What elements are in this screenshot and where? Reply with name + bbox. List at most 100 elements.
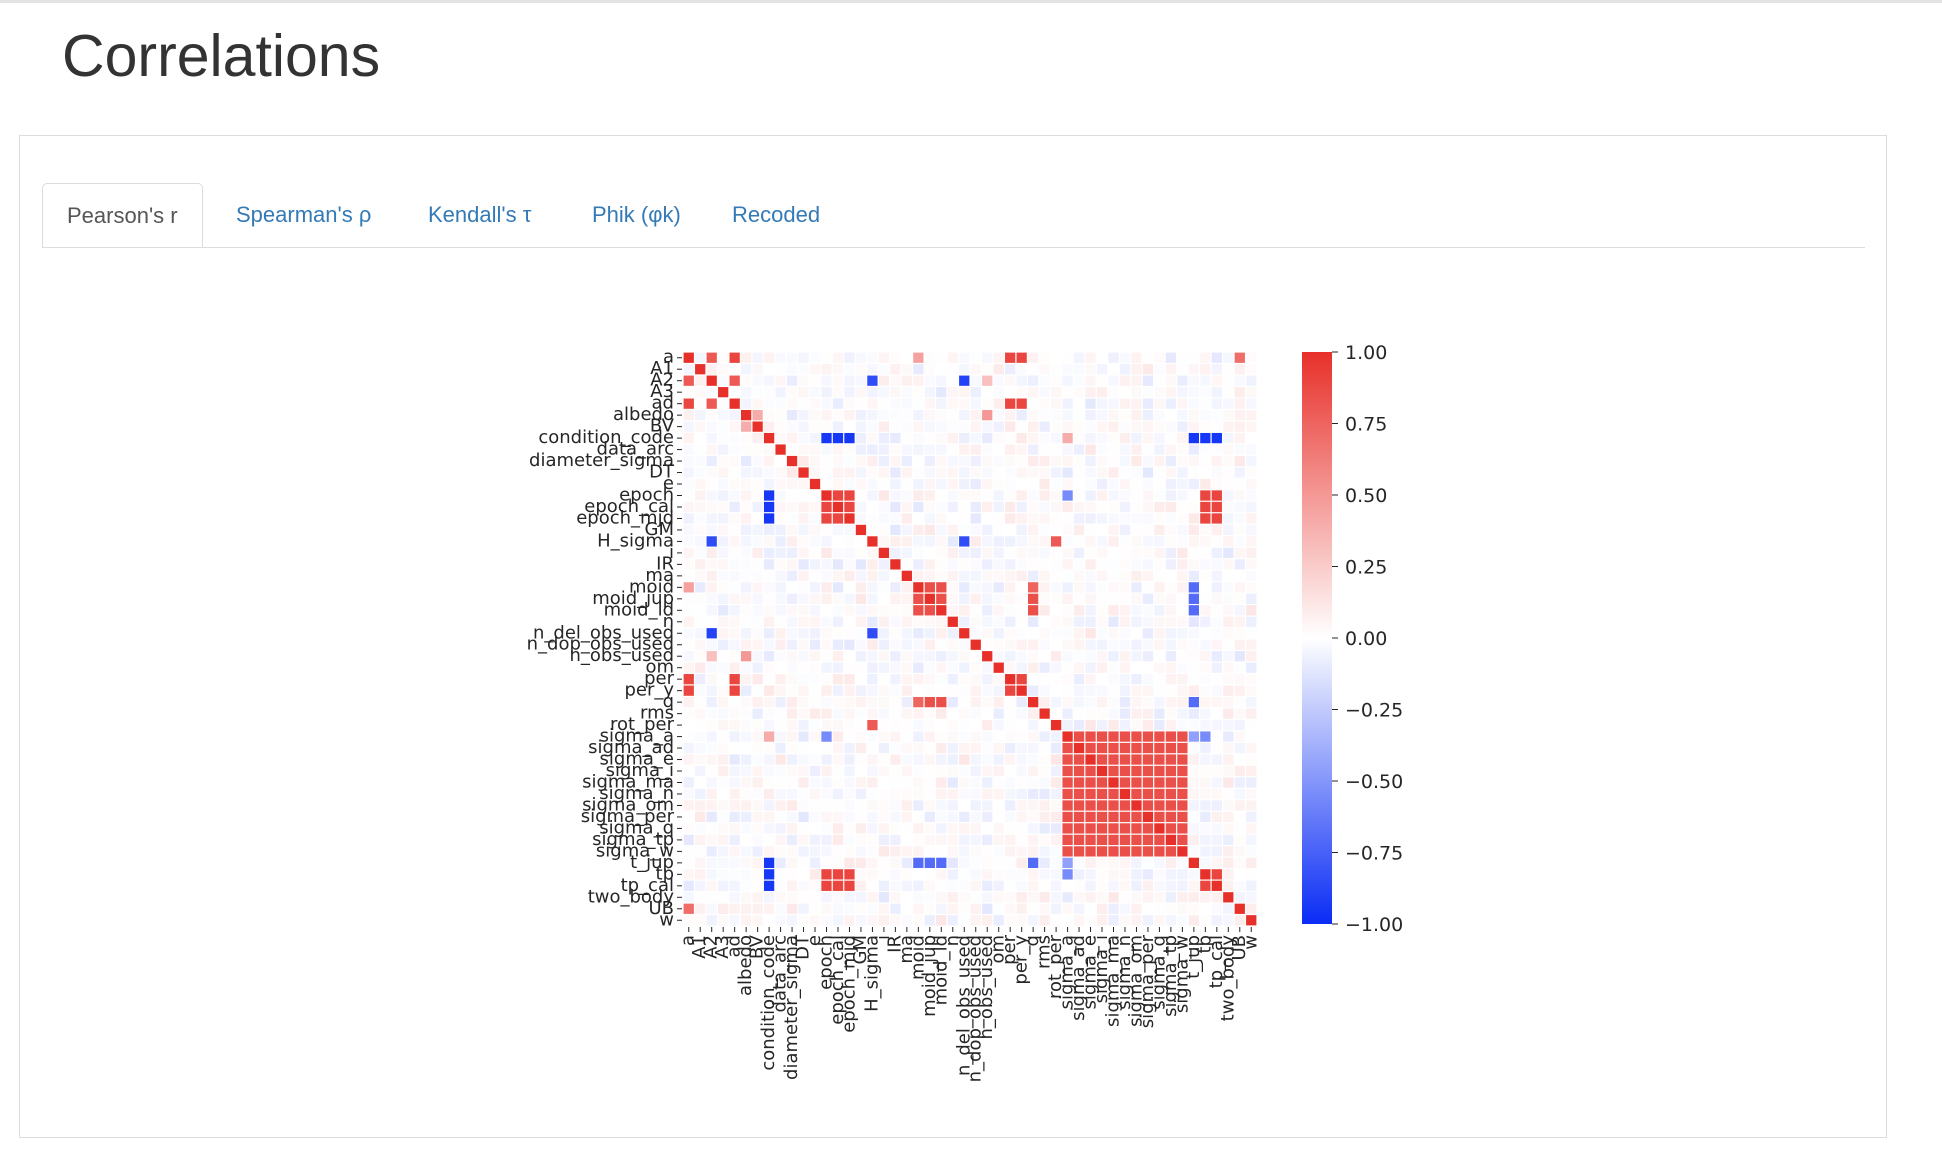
heatmap-cell <box>1154 501 1165 513</box>
heatmap-cell <box>901 616 912 627</box>
heatmap-cell <box>913 915 924 926</box>
heatmap-cell <box>832 490 844 501</box>
heatmap-cell <box>1119 674 1131 685</box>
heatmap-cell <box>775 513 786 524</box>
heatmap-cell <box>832 857 844 868</box>
heatmap-cell <box>729 719 740 731</box>
heatmap-cell <box>959 892 970 903</box>
heatmap-cell <box>1234 387 1245 398</box>
heatmap-cell <box>1142 559 1154 570</box>
x-tick-label: moid <box>907 935 928 980</box>
x-tick-label: data_arc <box>770 935 791 1012</box>
heatmap-cell <box>1200 421 1211 432</box>
heatmap-cell <box>1200 639 1211 650</box>
heatmap-cell <box>1108 375 1119 386</box>
heatmap-cell <box>1246 432 1257 444</box>
heatmap-cell <box>970 467 981 478</box>
heatmap-cell <box>1119 685 1131 696</box>
heatmap-cell <box>936 536 947 547</box>
heatmap-cell <box>855 880 867 891</box>
heatmap-cell <box>763 754 775 765</box>
heatmap-cell <box>844 628 855 639</box>
heatmap-cell <box>1246 915 1257 926</box>
heatmap-cell <box>798 490 809 501</box>
heatmap-cell <box>706 662 717 673</box>
heatmap-cell <box>1234 501 1245 513</box>
heatmap-cell <box>832 455 844 467</box>
heatmap-cell <box>878 432 890 444</box>
heatmap-cell <box>752 719 763 731</box>
heatmap-cell <box>1165 490 1177 501</box>
heatmap-cell <box>924 559 935 570</box>
heatmap-cell <box>844 616 855 627</box>
heatmap-cell <box>683 765 694 777</box>
heatmap-cell <box>1142 697 1154 708</box>
heatmap-cell <box>924 800 935 811</box>
heatmap-cell <box>763 421 775 432</box>
heatmap-cell <box>1108 823 1119 834</box>
heatmap-cell <box>959 352 970 363</box>
heatmap-cell <box>775 467 786 478</box>
heatmap-cell <box>1246 501 1257 513</box>
heatmap-cell <box>959 364 970 375</box>
heatmap-cell <box>1108 444 1119 455</box>
heatmap-cell <box>1223 467 1234 478</box>
heatmap-cell <box>1039 410 1050 421</box>
heatmap-cell <box>855 616 867 627</box>
heatmap-cell <box>913 880 924 891</box>
tab-spearman[interactable]: Spearman's ρ <box>236 202 372 227</box>
heatmap-cell <box>1073 398 1085 409</box>
heatmap-cell <box>1005 742 1016 754</box>
heatmap-cell <box>1154 719 1165 731</box>
heatmap-cell <box>1188 364 1199 375</box>
heatmap-cell <box>959 834 970 846</box>
heatmap-cell <box>1223 570 1234 581</box>
heatmap-cell <box>1016 375 1027 386</box>
heatmap-cell <box>832 719 844 731</box>
heatmap-cell <box>798 742 809 754</box>
heatmap-cell <box>763 616 775 627</box>
heatmap-cell <box>695 352 706 363</box>
heatmap-cell <box>1165 674 1177 685</box>
heatmap-cell <box>1050 605 1062 616</box>
heatmap-cell <box>1200 513 1211 524</box>
heatmap-cell <box>706 892 717 903</box>
heatmap-cell <box>1039 467 1050 478</box>
heatmap-cell <box>1050 892 1062 903</box>
heatmap-cell <box>1096 616 1108 627</box>
heatmap-cell <box>683 846 694 857</box>
heatmap-cell <box>901 811 912 823</box>
heatmap-cell <box>1062 490 1073 501</box>
heatmap-cell <box>970 398 981 409</box>
tab-phik[interactable]: Phik (φk) <box>568 183 705 247</box>
heatmap-cell <box>1223 685 1234 696</box>
heatmap-cell <box>1165 754 1177 765</box>
heatmap-cell <box>1073 765 1085 777</box>
heatmap-cell <box>947 478 958 490</box>
heatmap-cell <box>890 754 901 765</box>
heatmap-cell <box>936 593 947 604</box>
heatmap-cell <box>763 513 775 524</box>
heatmap-cell <box>741 777 752 788</box>
heatmap-cell <box>993 582 1004 593</box>
heatmap-cell <box>741 570 752 581</box>
heatmap-cell <box>1016 559 1027 570</box>
heatmap-cell <box>867 719 878 731</box>
heatmap-cell <box>901 903 912 914</box>
heatmap-cell <box>970 490 981 501</box>
heatmap-cell <box>867 765 878 777</box>
heatmap-cell <box>1085 524 1096 536</box>
heatmap-cell <box>775 387 786 398</box>
tab-recoded[interactable]: Recoded <box>732 202 821 227</box>
tab-pearson[interactable]: Pearson's r <box>42 183 203 248</box>
heatmap-cell <box>867 892 878 903</box>
tab-kendall[interactable]: Kendall's τ <box>428 202 532 227</box>
heatmap-cell <box>844 352 855 363</box>
heatmap-cell <box>683 662 694 673</box>
heatmap-cell <box>1108 616 1119 627</box>
heatmap-cell <box>809 582 821 593</box>
heatmap-cell <box>1050 352 1062 363</box>
heatmap-cell <box>763 903 775 914</box>
heatmap-cell <box>786 582 798 593</box>
heatmap-cell <box>821 708 832 719</box>
